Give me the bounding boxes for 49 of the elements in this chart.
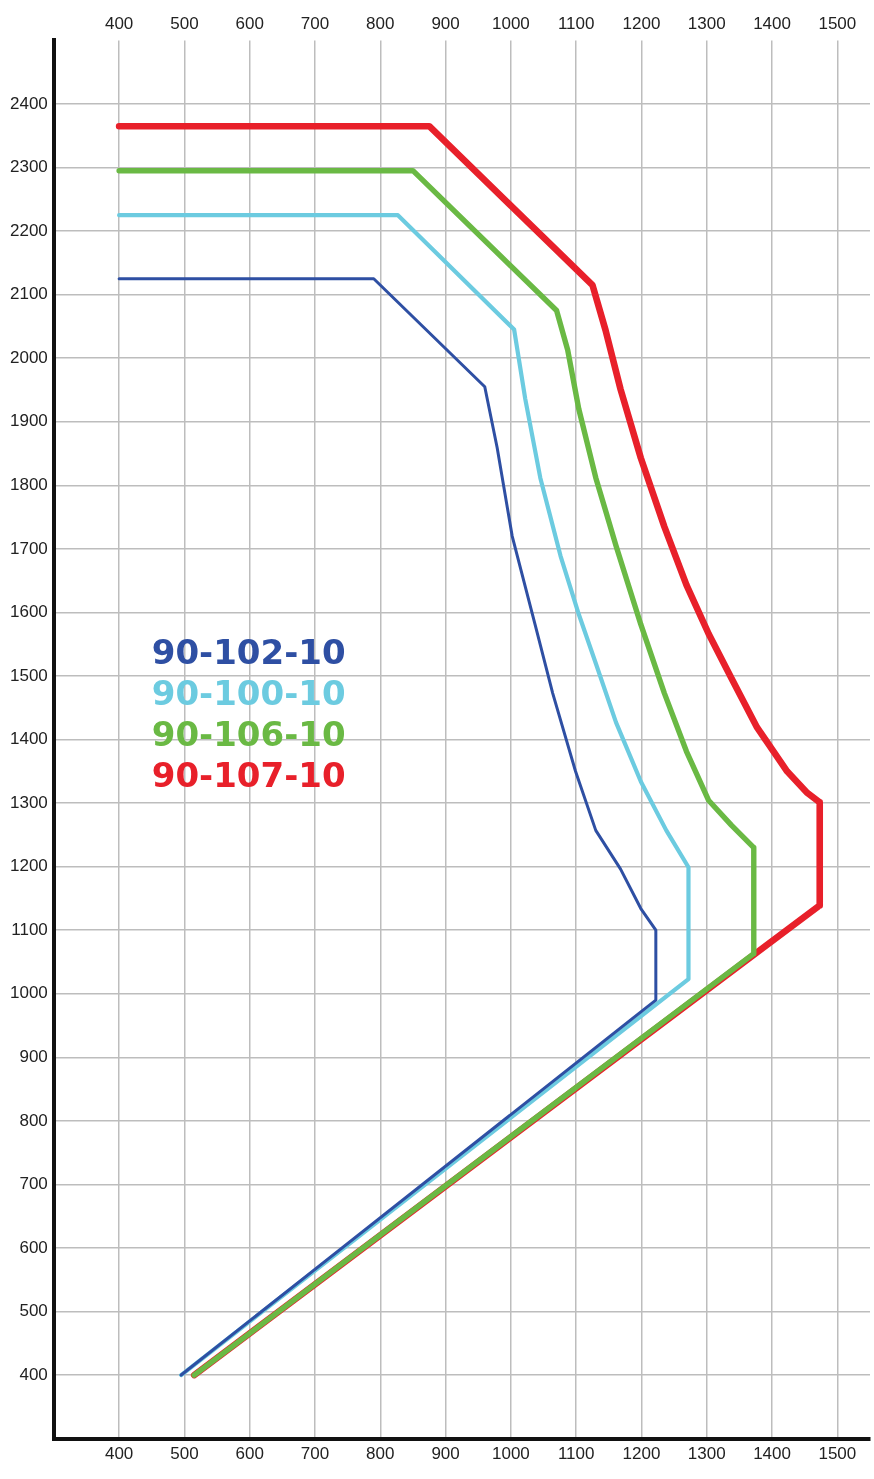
y-tick-label: 2200 — [9, 220, 48, 240]
x2-tick-label: 1500 — [818, 13, 857, 33]
y-tick-label: 1500 — [9, 665, 48, 685]
x2-tick-label: 900 — [431, 13, 460, 33]
x-tick-label: 1500 — [818, 1444, 857, 1464]
y-tick-label: 2000 — [9, 347, 48, 367]
x-tick-label: 1100 — [557, 1444, 595, 1464]
y-tick-label: 600 — [19, 1237, 48, 1257]
x2-tick-label: 500 — [170, 13, 199, 33]
text: 90-100-10 — [151, 673, 346, 714]
x2-tick-label: 1100 — [557, 13, 595, 33]
y-tick-label: 1200 — [9, 856, 48, 876]
x2-tick-label: 1300 — [687, 13, 726, 33]
x-tick-label: 900 — [431, 1444, 460, 1464]
y-tick-label: 1700 — [9, 538, 48, 558]
y-tick-label: 2100 — [9, 284, 48, 304]
x-tick-label: 500 — [170, 1444, 199, 1464]
x2-tick-label: 600 — [235, 13, 264, 33]
y-tick-label: 1000 — [9, 983, 48, 1003]
text: 90-106-10 — [151, 714, 346, 755]
x-tick-label: 800 — [366, 1444, 395, 1464]
y-tick-label: 700 — [19, 1174, 48, 1194]
x2-tick-label: 400 — [104, 13, 134, 33]
y-tick-label: 1900 — [9, 411, 48, 431]
y-tick-label: 900 — [19, 1046, 48, 1066]
x2-tick-label: 1000 — [491, 13, 530, 33]
x-tick-label: 1200 — [622, 1444, 661, 1464]
x2-tick-label: 800 — [366, 13, 395, 33]
y-tick-label: 1300 — [9, 792, 48, 812]
x2-tick-label: 700 — [300, 13, 330, 33]
x2-tick-label: 1400 — [753, 13, 791, 33]
text: 90-102-10 — [151, 632, 346, 673]
y-tick-label: 2300 — [9, 157, 48, 177]
y-tick-label: 1400 — [9, 729, 48, 749]
y-tick-label: 500 — [19, 1301, 48, 1321]
y-tick-label: 2400 — [9, 93, 48, 113]
y-tick-label: 1600 — [9, 602, 48, 622]
y-tick-label: 1800 — [9, 474, 48, 494]
y-tick-label: 800 — [19, 1110, 48, 1130]
x-tick-label: 1300 — [687, 1444, 726, 1464]
x-tick-label: 600 — [235, 1444, 264, 1464]
y-tick-label: 1100 — [11, 919, 48, 939]
x-tick-label: 400 — [104, 1444, 134, 1464]
x-tick-label: 1000 — [491, 1444, 530, 1464]
text: 90-107-10 — [151, 755, 346, 796]
x2-tick-label: 1200 — [622, 13, 661, 33]
y-tick-label: 400 — [19, 1364, 48, 1384]
x-tick-label: 700 — [300, 1444, 330, 1464]
x-tick-label: 1400 — [753, 1444, 791, 1464]
